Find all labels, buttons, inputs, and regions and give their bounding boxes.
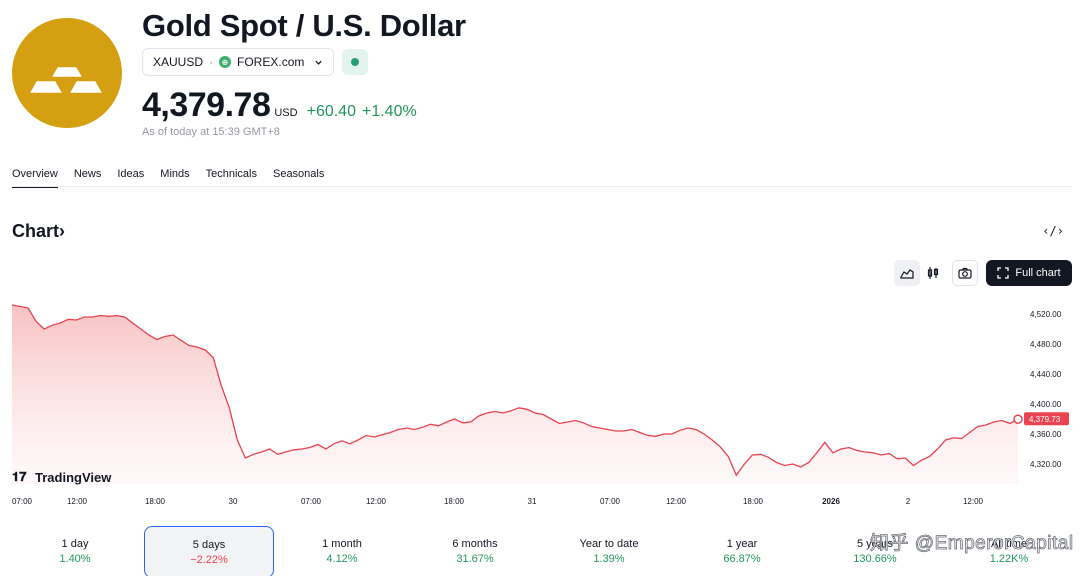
chart-heading-text: Chart [12, 221, 60, 241]
x-tick-label: 18:00 [743, 497, 764, 506]
market-status-badge[interactable] [342, 49, 369, 75]
last-price: 4,379.78 [142, 86, 271, 124]
watermark: 知乎 @EmperorCapital [870, 533, 1074, 555]
tab-news[interactable]: News [73, 168, 102, 180]
symbol-meta-row: XAUUSD · ⊕ FOREX.com [142, 48, 369, 76]
y-tick-label: 4,520.00 [1030, 310, 1062, 319]
camera-icon [958, 267, 972, 279]
chart-heading-link[interactable]: Chart› [12, 221, 65, 242]
area-chart-icon [900, 269, 914, 279]
currency-code: USD [274, 107, 298, 119]
x-tick-label: 12:00 [666, 497, 687, 506]
tabs-divider [12, 186, 1072, 187]
area-chart-button[interactable] [894, 260, 920, 286]
x-tick-label: 07:00 [12, 497, 33, 506]
x-tick-label: 18:00 [145, 497, 166, 506]
price-chart[interactable]: 4,520.00 4,480.00 4,440.00 4,400.00 4,360.00… [0, 290, 1080, 520]
full-chart-label: Full chart [1015, 267, 1061, 279]
x-tick-label: 12:00 [963, 497, 984, 506]
range-5-years[interactable]: 5 years 130.66% [810, 526, 940, 574]
last-price-marker [1013, 414, 1023, 424]
range-label: 1 month [322, 538, 362, 550]
separator: · [209, 55, 214, 69]
x-tick-label: 12:00 [366, 497, 387, 506]
price-area-fill [12, 305, 1018, 484]
x-tick-label: 12:00 [67, 497, 88, 506]
range-change-percent: 1.22K% [989, 553, 1029, 565]
tab-seasonals[interactable]: Seasonals [272, 168, 325, 180]
x-tick-label: 18:00 [444, 497, 465, 506]
chevron-right-icon: › [59, 221, 66, 241]
range-1-year[interactable]: 1 year 66.87% [677, 526, 807, 574]
tab-ideas[interactable]: Ideas [117, 168, 145, 180]
range-label: 1 year [726, 538, 758, 550]
embed-code-icon[interactable]: ‹/› [1042, 224, 1064, 238]
tab-technicals[interactable]: Technicals [205, 168, 257, 180]
y-tick-label: 4,400.00 [1030, 400, 1062, 409]
candlestick-chart-button[interactable] [920, 260, 946, 286]
range-6-months[interactable]: 6 months 31.67% [410, 526, 540, 574]
range-change-percent: 1.39% [593, 553, 625, 565]
symbol-exchange-selector[interactable]: XAUUSD · ⊕ FOREX.com [142, 48, 335, 76]
range-change-percent: −2.22% [190, 554, 228, 566]
range-all-time[interactable]: All time 1.22K% [944, 526, 1074, 574]
x-tick-label: 30 [229, 497, 238, 506]
x-tick-label: 2026 [822, 497, 840, 506]
x-tick-label: 07:00 [301, 497, 322, 506]
x-tick-label: 31 [528, 497, 537, 506]
section-tabs: Overview News Ideas Minds Technicals Sea… [12, 162, 340, 188]
broker-badge-icon: ⊕ [219, 56, 232, 68]
range-1-day[interactable]: 1 day 1.40% [10, 526, 140, 574]
full-chart-button[interactable]: Full chart [986, 260, 1072, 286]
range-change-percent: 31.67% [456, 553, 494, 565]
x-tick-label: 2 [906, 497, 911, 506]
y-tick-label: 4,480.00 [1030, 340, 1062, 349]
tradingview-branding: 𝟏𝟕 TradingView [12, 469, 112, 485]
price-change-percent: +1.40% [361, 103, 417, 120]
fullscreen-icon [997, 267, 1010, 279]
range-change-percent: 66.87% [723, 553, 761, 565]
range-label: 6 months [452, 538, 498, 550]
range-change-percent: 4.12% [326, 553, 358, 565]
y-tick-label: 4,440.00 [1030, 370, 1062, 379]
tab-overview[interactable]: Overview [12, 162, 58, 188]
range-label: 5 years [856, 538, 894, 550]
snapshot-button[interactable] [952, 260, 978, 286]
y-tick-label: 4,320.00 [1030, 460, 1062, 469]
gold-bars-icon [25, 64, 107, 96]
last-price-tag [1024, 412, 1069, 426]
quote-row: 4,379.78 USD +60.40 +1.40% [142, 86, 417, 125]
candlestick-icon [927, 267, 939, 279]
range-label: All time [990, 538, 1028, 550]
range-label: 5 days [192, 539, 226, 551]
tradingview-wordmark: TradingView [35, 470, 112, 485]
quote-timestamp: As of today at 15:39 GMT+8 [142, 126, 280, 138]
y-tick-label: 4,360.00 [1030, 430, 1062, 439]
range-label: Year to date [579, 538, 639, 550]
gold-logo [12, 18, 122, 128]
chevron-down-icon [315, 60, 323, 65]
x-tick-label: 07:00 [600, 497, 621, 506]
range-change-percent: 130.66% [853, 553, 897, 565]
range-change-percent: 1.40% [59, 553, 91, 565]
broker-name: FOREX.com [237, 55, 305, 69]
range-1-month[interactable]: 1 month 4.12% [277, 526, 407, 574]
price-change: +60.40 [306, 103, 356, 120]
page-title: Gold Spot / U.S. Dollar [142, 8, 466, 43]
time-range-selector: 1 day 1.40% 5 days −2.22% 1 month 4.12% 6 mont… [10, 526, 1080, 576]
price-line [11, 304, 1019, 477]
tab-minds[interactable]: Minds [160, 168, 190, 180]
tradingview-logo-icon: 𝟏𝟕 [12, 469, 27, 484]
market-open-dot-icon [351, 58, 360, 66]
range-year-to-date[interactable]: Year to date 1.39% [544, 526, 674, 574]
symbol-ticker: XAUUSD [153, 55, 204, 69]
range-label: 1 day [61, 538, 89, 550]
range-5-days[interactable]: 5 days −2.22% [144, 526, 274, 576]
last-price-tag-label: 4,379.73 [1029, 415, 1061, 424]
